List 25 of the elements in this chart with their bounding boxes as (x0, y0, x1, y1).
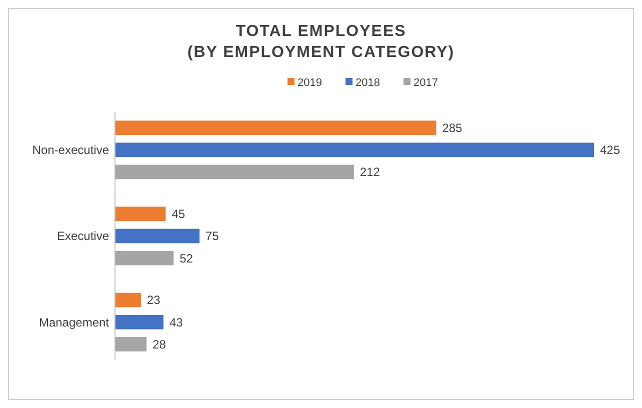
legend-label: 2017 (414, 76, 438, 89)
data-label: 75 (206, 229, 220, 244)
data-label: 45 (172, 207, 186, 222)
bar (115, 314, 164, 330)
data-label: 285 (442, 120, 463, 135)
data-label: 23 (146, 293, 161, 308)
bar (115, 206, 166, 222)
bar (115, 292, 141, 308)
y-tick-label: Non-executive (32, 143, 110, 158)
legend-label: 2018 (356, 76, 380, 89)
bar (115, 120, 436, 135)
chart-title: TOTAL EMPLOYEES (BY EMPLOYMENT CATEGORY) (187, 23, 455, 61)
data-label: 425 (600, 143, 620, 158)
data-label: 28 (152, 337, 166, 352)
bar (115, 164, 354, 180)
bar (115, 250, 174, 266)
y-tick-label: Management (38, 315, 110, 330)
data-label: 43 (169, 315, 184, 330)
legend-label: 2019 (298, 76, 322, 89)
data-label: 52 (180, 251, 194, 266)
bar (115, 142, 594, 158)
y-tick-label: Executive (56, 229, 110, 244)
data-label: 212 (360, 165, 380, 180)
bar (115, 228, 200, 244)
bar (115, 337, 147, 352)
